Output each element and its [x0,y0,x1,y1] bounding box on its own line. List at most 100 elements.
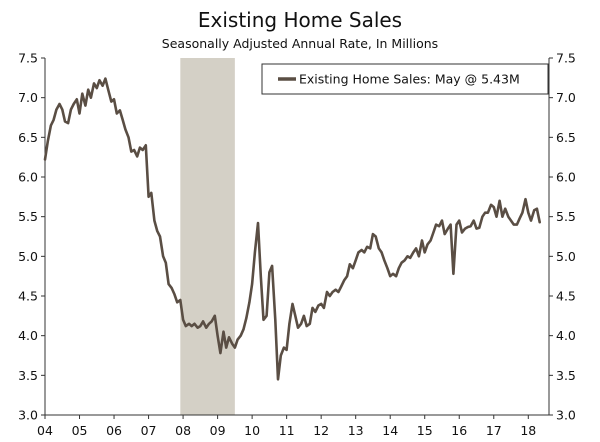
y-tick-label-left: 4.5 [18,289,38,304]
data-point [406,255,409,257]
data-point [240,335,242,337]
data-point [504,208,506,210]
data-point [87,89,89,91]
data-point [404,259,406,261]
data-point [438,225,440,227]
data-point [222,331,225,333]
y-tick-label-right: 3.5 [556,368,576,383]
data-point [286,349,288,351]
data-point [225,346,227,349]
data-point [375,235,377,238]
x-tick-label: 17 [486,423,502,438]
y-tick-label-right: 3.0 [556,408,576,423]
data-point [539,221,541,223]
data-point [487,212,489,214]
data-point [329,295,331,297]
x-tick-label: 14 [382,423,398,438]
data-point [153,220,156,222]
data-point [150,192,152,194]
data-point [357,251,360,253]
x-tick-label: 07 [141,423,157,438]
data-point [409,257,411,259]
data-point [392,273,394,275]
legend-box [261,63,549,95]
data-point [507,216,509,218]
data-point [76,98,78,100]
data-point [70,108,72,111]
y-tick-label-right: 4.5 [556,289,576,304]
data-point [133,149,135,151]
data-point [64,120,66,123]
data-point [464,227,466,230]
data-point [349,263,351,265]
data-point [421,239,423,242]
y-tick-label-right: 6.0 [556,170,576,185]
data-point [176,301,178,303]
data-point [415,247,417,249]
data-point [314,311,316,313]
data-point [58,103,61,105]
data-point [55,108,57,111]
data-point [196,327,199,329]
data-point [452,273,454,275]
data-point [156,230,158,232]
data-point [311,307,314,309]
y-tick-label-right: 4.0 [556,328,576,343]
data-point [378,247,380,249]
data-point [234,346,236,349]
data-point [475,227,478,230]
data-point [309,323,311,325]
y-tick-label-left: 5.0 [18,249,38,264]
data-point [331,291,334,293]
y-tick-label-left: 5.5 [18,209,38,224]
legend-label: Existing Home Sales: May @ 5.43M [299,72,520,87]
data-point [185,325,187,327]
data-point [245,317,247,319]
data-point [93,82,95,84]
data-point [426,243,429,246]
data-point [360,249,363,251]
data-point [219,352,221,354]
data-point [340,285,342,288]
data-point [142,149,144,151]
data-point [251,283,253,285]
x-tick-label: 08 [175,423,191,438]
x-tick-label: 06 [106,423,122,438]
data-point [288,323,291,325]
data-point [455,224,458,226]
data-point [53,119,55,121]
data-point [352,267,354,269]
data-point [389,275,391,277]
data-point [478,227,480,229]
data-point [510,220,512,222]
data-point [248,301,250,303]
data-point [136,155,138,157]
data-point [237,339,239,341]
data-point [461,231,463,234]
data-point [277,378,279,380]
data-point [533,209,535,211]
data-point [363,251,365,253]
data-point [467,226,469,228]
data-point [231,343,233,345]
y-tick-label-right: 5.5 [556,209,576,224]
data-point [481,216,483,218]
data-point [435,224,437,226]
data-point [536,208,538,210]
data-point [104,78,107,80]
data-point [165,262,167,264]
data-point [268,271,270,273]
data-point [501,216,503,218]
data-point [102,85,104,87]
data-point [383,259,385,261]
y-tick-label-left: 3.0 [18,408,38,423]
data-point [524,198,527,200]
data-point [162,255,164,257]
data-point [400,262,403,264]
data-point [78,112,81,115]
recession-band [180,58,235,415]
data-point [145,144,147,146]
data-point [320,303,322,305]
data-point [335,289,337,291]
